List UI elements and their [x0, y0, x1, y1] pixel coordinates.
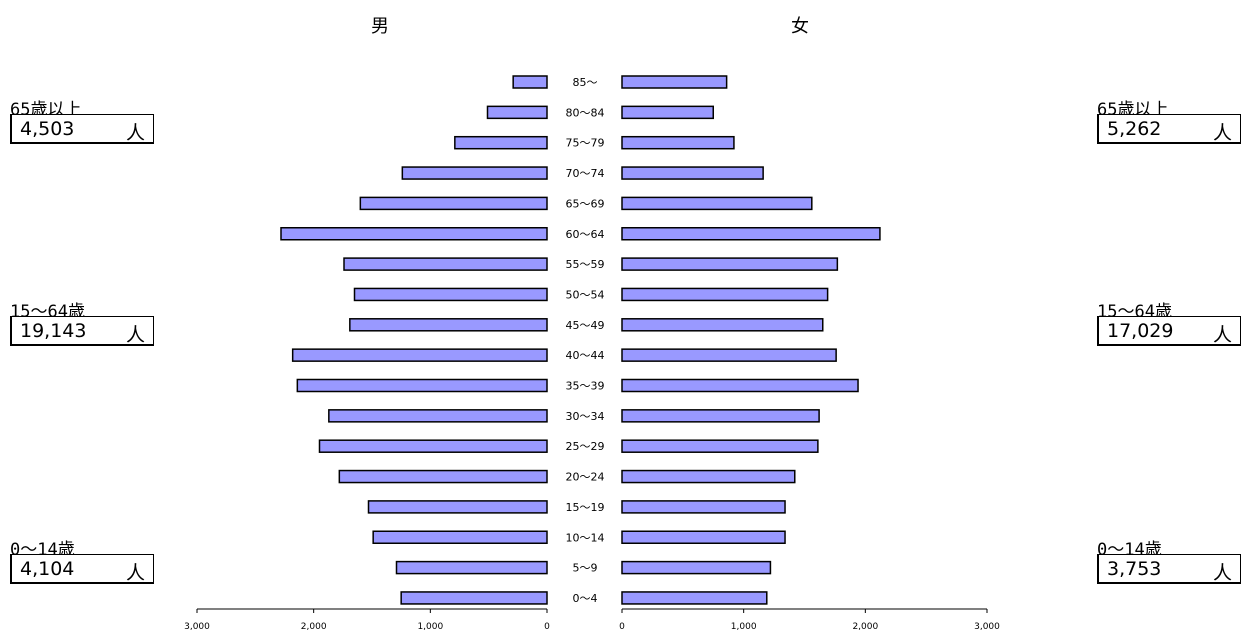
female-label: 女 — [791, 16, 809, 37]
male-bar — [296, 378, 548, 393]
age-group-label: 10～14 — [566, 531, 605, 544]
male-0-14-unit: 人 — [125, 562, 145, 584]
female-bar — [621, 196, 813, 211]
male-bar — [349, 318, 548, 332]
female-bar — [621, 378, 859, 393]
female-15-64-unit: 人 — [1212, 324, 1232, 346]
female-bar — [621, 105, 714, 120]
male-x-tick-label: 3,000 — [184, 622, 210, 632]
female-bar — [621, 287, 829, 302]
age-group-label: 65～69 — [566, 197, 605, 210]
male-bar — [328, 409, 548, 423]
male-15-64-unit: 人 — [125, 324, 145, 346]
male-x-tick-label: 2,000 — [301, 622, 327, 632]
male-bar — [512, 75, 548, 89]
female-0-14-value: 3,753 — [1107, 558, 1162, 580]
male-0-14-frame: 4,104 人 — [10, 554, 154, 584]
female-bar — [621, 591, 768, 605]
male-bar — [343, 257, 548, 271]
male-bar — [367, 500, 548, 514]
female-bar — [621, 166, 764, 180]
male-65plus-unit: 人 — [125, 122, 145, 144]
age-group-label: 50～54 — [566, 288, 605, 301]
male-bar — [318, 439, 548, 453]
female-65plus-frame: 5,262 人 — [1097, 114, 1241, 144]
female-bar — [621, 560, 772, 575]
male-0-14-value: 4,104 — [20, 558, 75, 580]
male-bar — [353, 287, 548, 302]
female-bar — [621, 469, 796, 484]
female-65plus-unit: 人 — [1212, 122, 1232, 144]
age-group-label: 20～24 — [566, 471, 605, 484]
male-15-64-value: 19,143 — [20, 320, 87, 342]
female-0-14-unit: 人 — [1212, 562, 1232, 584]
male-15-64-frame: 19,143 人 — [10, 316, 154, 346]
female-x-tick-label: 0 — [619, 622, 625, 632]
male-bar — [372, 530, 548, 544]
male-bar — [291, 348, 548, 362]
female-15-64-value: 17,029 — [1107, 320, 1174, 342]
male-x-tick-label: 0 — [544, 622, 550, 632]
age-group-label: 55～59 — [566, 258, 605, 271]
age-group-label: 60～64 — [566, 228, 605, 241]
male-label: 男 — [371, 16, 389, 37]
age-group-label: 35～39 — [566, 380, 605, 393]
age-group-label: 0～4 — [573, 592, 598, 605]
male-bar — [359, 196, 548, 211]
female-bar — [621, 500, 786, 514]
age-group-label: 5～9 — [573, 562, 598, 575]
male-bar — [395, 560, 548, 575]
male-bar — [486, 105, 548, 120]
age-group-label: 85～ — [573, 76, 598, 89]
female-bar — [621, 135, 735, 150]
male-bar — [454, 135, 548, 150]
age-group-label: 40～44 — [566, 349, 605, 362]
age-group-label: 15～19 — [566, 501, 605, 514]
age-group-label: 75～79 — [566, 137, 605, 150]
female-bar — [621, 227, 881, 241]
male-bar — [400, 591, 548, 605]
female-15-64-frame: 17,029 人 — [1097, 316, 1241, 346]
male-x-tick-label: 1,000 — [417, 622, 443, 632]
female-x-tick-label: 1,000 — [731, 622, 757, 632]
female-bar — [621, 530, 786, 544]
male-65plus-frame: 4,503 人 — [10, 114, 154, 144]
female-0-14-frame: 3,753 人 — [1097, 554, 1241, 584]
female-bar — [621, 75, 728, 89]
female-x-tick-label: 2,000 — [852, 622, 878, 632]
age-group-label: 80～84 — [566, 106, 605, 119]
female-65plus-value: 5,262 — [1107, 118, 1162, 140]
age-group-label: 30～34 — [566, 410, 605, 423]
female-bar — [621, 318, 824, 332]
age-group-label: 70～74 — [566, 167, 605, 180]
male-bar — [338, 469, 548, 484]
female-bar — [621, 409, 820, 423]
female-bar — [621, 257, 839, 271]
female-x-tick-label: 3,000 — [974, 622, 1000, 632]
male-bar — [401, 166, 548, 180]
female-bar — [621, 439, 819, 453]
age-group-label: 25～29 — [566, 440, 605, 453]
male-65plus-value: 4,503 — [20, 118, 75, 140]
female-bar — [621, 348, 837, 362]
male-bar — [280, 227, 548, 241]
age-group-label: 45～49 — [566, 319, 605, 332]
